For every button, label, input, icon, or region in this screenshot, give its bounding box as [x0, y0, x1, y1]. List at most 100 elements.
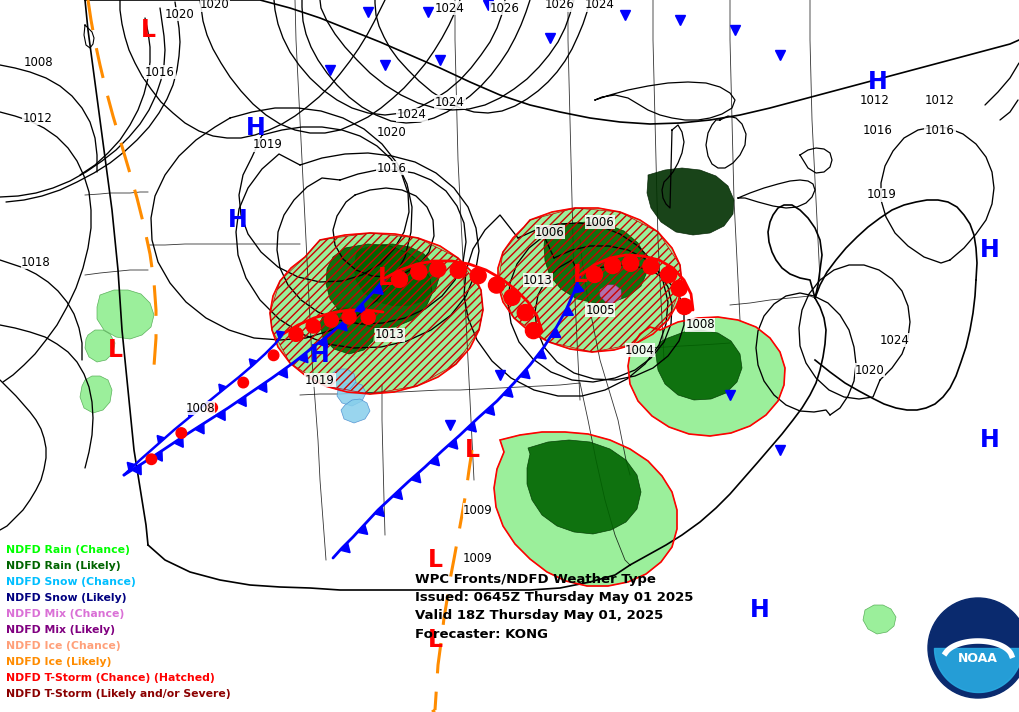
Circle shape: [324, 313, 338, 328]
Circle shape: [450, 262, 467, 278]
Polygon shape: [236, 396, 247, 407]
Text: NDFD Rain (Chance): NDFD Rain (Chance): [6, 545, 129, 555]
Text: H: H: [750, 598, 770, 622]
Polygon shape: [562, 306, 574, 315]
Text: NDFD Ice (Chance): NDFD Ice (Chance): [6, 641, 120, 651]
Polygon shape: [467, 422, 476, 432]
Text: H: H: [980, 428, 1000, 452]
Polygon shape: [337, 320, 347, 331]
Circle shape: [587, 266, 602, 283]
Text: 1012: 1012: [925, 93, 955, 107]
Polygon shape: [337, 238, 476, 334]
Text: 1013: 1013: [375, 328, 405, 342]
Polygon shape: [574, 283, 584, 293]
Text: Forecaster: KONG: Forecaster: KONG: [415, 627, 548, 641]
Text: 1008: 1008: [185, 402, 215, 414]
Polygon shape: [498, 208, 682, 352]
Text: 1019: 1019: [867, 189, 897, 201]
Polygon shape: [429, 456, 439, 466]
Polygon shape: [373, 284, 383, 294]
Text: 1013: 1013: [523, 273, 553, 286]
Polygon shape: [216, 410, 225, 421]
Text: L: L: [428, 628, 442, 652]
Text: L: L: [377, 266, 392, 290]
Polygon shape: [299, 352, 308, 362]
Text: 1024: 1024: [435, 1, 465, 14]
Text: NDFD T-Storm (Likely and/or Severe): NDFD T-Storm (Likely and/or Severe): [6, 689, 230, 699]
Polygon shape: [278, 367, 287, 378]
Text: 1018: 1018: [21, 256, 51, 268]
Text: 1016: 1016: [863, 123, 893, 137]
Polygon shape: [358, 524, 368, 535]
Polygon shape: [219, 384, 226, 392]
Circle shape: [623, 256, 639, 271]
Text: Issued: 0645Z Thursday May 01 2025: Issued: 0645Z Thursday May 01 2025: [415, 592, 693, 604]
Text: H: H: [868, 70, 888, 94]
Polygon shape: [392, 489, 403, 500]
Circle shape: [643, 258, 659, 274]
Polygon shape: [447, 439, 458, 449]
Polygon shape: [195, 424, 204, 434]
Circle shape: [470, 268, 486, 283]
Text: 1009: 1009: [463, 552, 493, 565]
Polygon shape: [502, 387, 513, 397]
Polygon shape: [187, 409, 196, 417]
Text: H: H: [247, 116, 266, 140]
Polygon shape: [550, 328, 560, 337]
Text: 1006: 1006: [535, 226, 565, 239]
Polygon shape: [320, 308, 374, 354]
Text: 1024: 1024: [435, 95, 465, 108]
Polygon shape: [250, 359, 257, 367]
Text: H: H: [228, 208, 248, 232]
Polygon shape: [174, 437, 183, 447]
Text: L: L: [573, 263, 588, 287]
Text: 1016: 1016: [377, 162, 407, 174]
Polygon shape: [97, 290, 154, 339]
Circle shape: [238, 377, 249, 388]
Text: WPC Fronts/NDFD Weather Type: WPC Fronts/NDFD Weather Type: [415, 573, 656, 587]
Polygon shape: [131, 464, 142, 475]
Polygon shape: [276, 331, 284, 339]
Text: 1012: 1012: [860, 93, 890, 107]
Polygon shape: [326, 244, 432, 328]
Polygon shape: [127, 462, 136, 471]
Text: L: L: [428, 548, 442, 572]
Polygon shape: [318, 337, 327, 347]
Polygon shape: [340, 543, 351, 553]
Text: 1026: 1026: [490, 1, 520, 14]
Circle shape: [289, 328, 303, 341]
Circle shape: [362, 310, 375, 324]
Polygon shape: [85, 330, 115, 362]
Circle shape: [391, 271, 408, 288]
Text: 1020: 1020: [165, 8, 195, 21]
Text: Valid 18Z Thursday May 01, 2025: Valid 18Z Thursday May 01, 2025: [415, 609, 663, 622]
Circle shape: [146, 454, 157, 464]
Polygon shape: [354, 244, 439, 306]
Circle shape: [306, 319, 320, 333]
Circle shape: [207, 402, 217, 413]
Polygon shape: [153, 451, 162, 461]
Circle shape: [411, 264, 427, 280]
Polygon shape: [258, 382, 267, 392]
Text: NDFD Mix (Chance): NDFD Mix (Chance): [6, 609, 124, 619]
Circle shape: [342, 310, 356, 324]
Text: 1019: 1019: [253, 139, 283, 152]
Polygon shape: [485, 405, 494, 415]
Text: 1024: 1024: [397, 108, 427, 122]
Polygon shape: [81, 376, 112, 413]
Polygon shape: [863, 605, 896, 634]
Text: 1008: 1008: [23, 56, 53, 68]
Polygon shape: [374, 506, 384, 516]
Circle shape: [518, 305, 533, 320]
Circle shape: [928, 598, 1019, 698]
Text: NDFD Snow (Likely): NDFD Snow (Likely): [6, 593, 126, 603]
Text: NDFD Rain (Likely): NDFD Rain (Likely): [6, 561, 120, 571]
Text: 1009: 1009: [463, 503, 493, 516]
Polygon shape: [328, 369, 356, 391]
Circle shape: [604, 258, 621, 273]
Text: H: H: [310, 343, 330, 367]
Text: L: L: [465, 438, 480, 462]
Text: 1020: 1020: [200, 0, 230, 11]
Text: H: H: [980, 238, 1000, 262]
Text: NDFD Ice (Likely): NDFD Ice (Likely): [6, 657, 111, 667]
